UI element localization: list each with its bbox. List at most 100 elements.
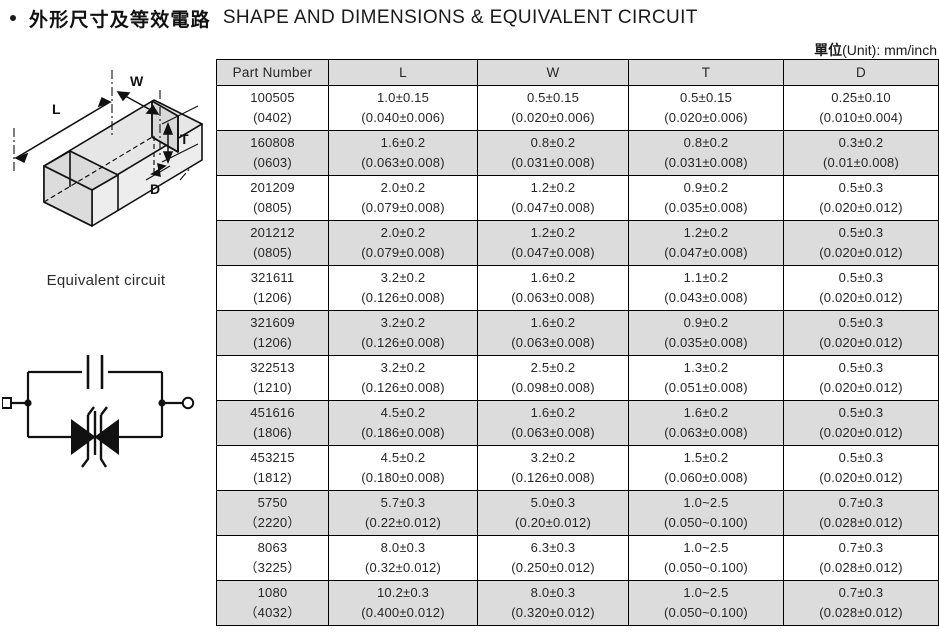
dimension-w-mm: 6.3±0.3 <box>530 540 576 555</box>
table-row: 100505 (0402) 1.0±0.15 (0.040±0.006) 0.5±0.1… <box>216 85 939 131</box>
cell-dimension-l: 2.0±0.2 (0.079±0.008) <box>328 175 478 221</box>
part-number-mm: 453215 <box>250 450 295 465</box>
unit-note-english: (Unit): mm/inch <box>842 42 937 58</box>
dimension-l-mm: 8.0±0.3 <box>380 540 426 555</box>
capacitor-symbol <box>86 355 104 389</box>
cell-dimension-t: 1.1±0.2 (0.043±0.008) <box>628 265 784 311</box>
column-header-d: D <box>783 59 939 86</box>
cell-dimension-d: 0.5±0.3 (0.020±0.012) <box>783 445 939 491</box>
cell-dimension-l: 3.2±0.2 (0.126±0.008) <box>328 355 478 401</box>
dimension-l-inch: (0.186±0.008) <box>361 425 445 440</box>
bidirectional-diode-symbol <box>71 419 119 455</box>
dimension-t-inch: (0.050~0.100) <box>664 515 748 530</box>
dimension-w-mm: 0.8±0.2 <box>530 135 576 150</box>
dimension-d-inch: (0.028±0.012) <box>819 560 903 575</box>
cell-dimension-w: 8.0±0.3 (0.320±0.012) <box>477 580 629 626</box>
part-number-inch: (0603) <box>253 155 292 170</box>
bullet-point-icon <box>10 15 16 21</box>
dimension-d-inch: (0.020±0.012) <box>819 245 903 260</box>
cell-dimension-d: 0.5±0.3 (0.020±0.012) <box>783 265 939 311</box>
dimension-t-inch: (0.050~0.100) <box>664 560 748 575</box>
dimension-l-mm: 3.2±0.2 <box>380 270 426 285</box>
dimension-t-inch: (0.043±0.008) <box>664 290 748 305</box>
dimension-t-mm: 1.0~2.5 <box>683 585 729 600</box>
dimension-l-inch: (0.040±0.006) <box>361 110 445 125</box>
cell-dimension-l: 1.6±0.2 (0.063±0.008) <box>328 130 478 176</box>
cell-dimension-l: 1.0±0.15 (0.040±0.006) <box>328 85 478 131</box>
dimension-l-mm: 3.2±0.2 <box>380 360 426 375</box>
dimension-t-inch: (0.060±0.008) <box>664 470 748 485</box>
table-row: 321609 (1206) 3.2±0.2 (0.126±0.008) 1.6±0.2 (… <box>216 310 939 356</box>
cell-dimension-d: 0.5±0.3 (0.020±0.012) <box>783 175 939 221</box>
cell-dimension-d: 0.7±0.3 (0.028±0.012) <box>783 490 939 536</box>
cell-dimension-t: 1.6±0.2 (0.063±0.008) <box>628 400 784 446</box>
dimension-d-mm: 0.5±0.3 <box>838 360 884 375</box>
cell-dimension-t: 1.5±0.2 (0.060±0.008) <box>628 445 784 491</box>
dimension-d-inch: (0.020±0.012) <box>819 470 903 485</box>
cell-dimension-l: 2.0±0.2 (0.079±0.008) <box>328 220 478 266</box>
table-row: 451616 (1806) 4.5±0.2 (0.186±0.008) 1.6±0.2 (… <box>216 400 939 446</box>
dimension-d-inch: (0.020±0.012) <box>819 290 903 305</box>
dimension-l-inch: (0.22±0.012) <box>364 515 442 530</box>
cell-dimension-l: 8.0±0.3 (0.32±0.012) <box>328 535 478 581</box>
cell-part-number: 160808 (0603) <box>216 130 329 176</box>
dimension-d-mm: 0.7±0.3 <box>838 495 884 510</box>
dimension-l-mm: 2.0±0.2 <box>380 225 426 240</box>
dimension-l-mm: 4.5±0.2 <box>380 450 426 465</box>
column-header-w: W <box>477 59 629 86</box>
page-title-chinese: 外形尺寸及等效電路 <box>29 9 211 31</box>
cell-dimension-l: 4.5±0.2 (0.186±0.008) <box>328 400 478 446</box>
dimension-w-inch: (0.063±0.008) <box>511 335 595 350</box>
cell-part-number: 8063 （3225） <box>216 535 329 581</box>
cell-dimension-l: 4.5±0.2 (0.180±0.008) <box>328 445 478 491</box>
table-row: 8063 （3225） 8.0±0.3 (0.32±0.012) 6.3±0.3 (0.2… <box>216 535 939 581</box>
dimension-l-inch: (0.126±0.008) <box>361 380 445 395</box>
column-header-part-number: Part Number <box>216 59 329 86</box>
table-row: 201212 (0805) 2.0±0.2 (0.079±0.008) 1.2±0.2 (… <box>216 220 939 266</box>
cell-dimension-w: 2.5±0.2 (0.098±0.008) <box>477 355 629 401</box>
cell-part-number: 5750 （2220） <box>216 490 329 536</box>
part-number-inch: （4032） <box>244 605 301 620</box>
dimension-l-mm: 1.6±0.2 <box>380 135 426 150</box>
cell-dimension-w: 1.6±0.2 (0.063±0.008) <box>477 400 629 446</box>
table-row: 453215 (1812) 4.5±0.2 (0.180±0.008) 3.2±0.2 (… <box>216 445 939 491</box>
table-row: 160808 (0603) 1.6±0.2 (0.063±0.008) 0.8±0.2 (… <box>216 130 939 176</box>
dimension-w-inch: (0.126±0.008) <box>511 470 595 485</box>
dimension-t-mm: 1.6±0.2 <box>683 405 729 420</box>
cell-part-number: 321609 (1206) <box>216 310 329 356</box>
part-number-mm: 1080 <box>257 585 288 600</box>
dimension-d-mm: 0.5±0.3 <box>838 180 884 195</box>
part-number-inch: （2220） <box>244 515 301 530</box>
cell-dimension-t: 1.3±0.2 (0.051±0.008) <box>628 355 784 401</box>
cell-dimension-w: 1.6±0.2 (0.063±0.008) <box>477 265 629 311</box>
cell-part-number: 321611 (1206) <box>216 265 329 311</box>
dimension-t-inch: (0.035±0.008) <box>664 200 748 215</box>
dimension-l-mm: 2.0±0.2 <box>380 180 426 195</box>
dimension-l-mm: 3.2±0.2 <box>380 315 426 330</box>
dimension-t-mm: 1.0~2.5 <box>683 540 729 555</box>
dimension-l-inch: (0.32±0.012) <box>364 560 442 575</box>
dimension-d-inch: (0.020±0.012) <box>819 425 903 440</box>
dimension-d-mm: 0.5±0.3 <box>838 225 884 240</box>
dimension-d-mm: 0.5±0.3 <box>838 450 884 465</box>
cell-dimension-w: 3.2±0.2 (0.126±0.008) <box>477 445 629 491</box>
dimension-label-w: W <box>130 73 144 89</box>
dimension-t-mm: 0.9±0.2 <box>683 180 729 195</box>
dimensions-table: Part Number L W T D 100505 (0402) 1.0±0.15… <box>216 59 939 626</box>
dimension-w-inch: (0.047±0.008) <box>511 245 595 260</box>
cell-dimension-d: 0.5±0.3 (0.020±0.012) <box>783 355 939 401</box>
cell-dimension-d: 0.3±0.2 (0.01±0.008) <box>783 130 939 176</box>
dimension-t-mm: 0.8±0.2 <box>683 135 729 150</box>
dimension-t-mm: 1.3±0.2 <box>683 360 729 375</box>
equivalent-circuit-diagram <box>1 345 214 485</box>
table-header-row: Part Number L W T D <box>216 59 939 86</box>
dimension-l-inch: (0.126±0.008) <box>361 335 445 350</box>
dimension-t-mm: 1.1±0.2 <box>683 270 729 285</box>
cell-dimension-l: 5.7±0.3 (0.22±0.012) <box>328 490 478 536</box>
part-number-mm: 201209 <box>250 180 295 195</box>
cell-dimension-t: 1.0~2.5 (0.050~0.100) <box>628 535 784 581</box>
cell-dimension-d: 0.5±0.3 (0.020±0.012) <box>783 220 939 266</box>
dimension-t-inch: (0.051±0.008) <box>664 380 748 395</box>
table-row: 322513 (1210) 3.2±0.2 (0.126±0.008) 2.5±0.2 (… <box>216 355 939 401</box>
dimension-d-inch: (0.020±0.012) <box>819 335 903 350</box>
